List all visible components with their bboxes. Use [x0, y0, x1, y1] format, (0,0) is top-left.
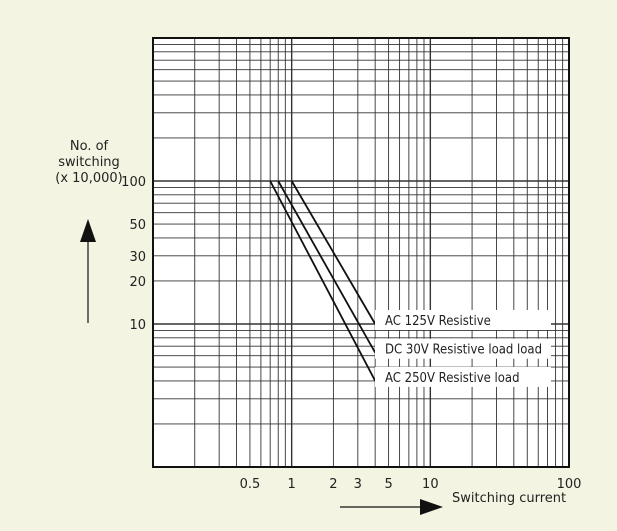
series-line-1 [290, 180, 376, 325]
tick-labels: 0.5 1 2 3 5 10 100 10 20 30 50 100 [121, 175, 581, 492]
series-label-1: AC 125V Resistive [385, 314, 491, 329]
y-tick-label: 20 [129, 275, 146, 290]
series-label-3: AC 250V Resistive load [385, 371, 520, 386]
x-tick-label: 0.5 [240, 477, 261, 492]
y-tick-label: 10 [129, 318, 146, 333]
y-arrow [80, 219, 96, 323]
plot-frame [152, 37, 570, 468]
y-axis-label-line-2: switching [58, 155, 120, 170]
y-tick-label: 30 [129, 250, 146, 265]
series-lines [269, 180, 376, 382]
legend: AC 125V Resistive DC 30V Resistive load l… [375, 310, 551, 387]
x-tick-label: 5 [384, 477, 392, 492]
x-tick-label: 1 [288, 477, 296, 492]
series-line-2 [277, 180, 376, 354]
series-label-2: DC 30V Resistive load load [385, 343, 542, 358]
y-tick-label: 50 [129, 218, 146, 233]
y-axis-label-line-1: No. of [69, 139, 109, 154]
x-arrow [340, 499, 443, 515]
series-label-bg-2 [375, 338, 551, 359]
series-label-bg-1 [375, 310, 551, 330]
series-label-bg-3 [375, 366, 551, 387]
y-axis-label: No. of switching (x 10,000) [48, 139, 130, 187]
x-axis-label: Switching current [452, 491, 567, 506]
series-line-3 [269, 180, 376, 382]
x-tick-label: 10 [422, 477, 439, 492]
x-tick-label: 3 [354, 477, 362, 492]
y-tick-label: 100 [121, 175, 146, 190]
grid [153, 38, 569, 467]
plot-area [153, 38, 569, 467]
x-tick-label: 2 [329, 477, 337, 492]
y-axis-label-line-3: (x 10,000) [55, 171, 123, 186]
x-tick-label: 100 [557, 477, 582, 492]
